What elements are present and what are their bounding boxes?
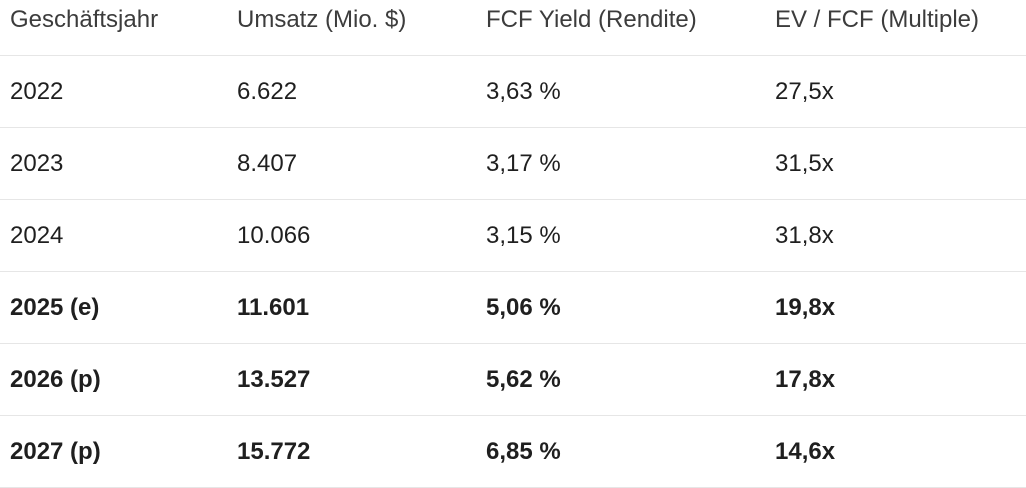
table-cell: 31,8x <box>775 221 834 249</box>
table-cell: 2024 <box>10 221 64 249</box>
table-cell: 27,5x <box>775 77 834 105</box>
table-cell: 3,15 % <box>486 221 561 249</box>
table-cell: 10.066 <box>237 221 311 249</box>
table-cell: 15.772 <box>237 437 311 465</box>
table-row: 2027 (p) 15.772 6,85 % 14,6x <box>0 416 1026 488</box>
table-cell: 2025 (e) <box>10 293 100 321</box>
header-cell: EV / FCF (Multiple) <box>775 5 980 33</box>
header-cell: Umsatz (Mio. $) <box>237 5 407 33</box>
header-cell: FCF Yield (Rendite) <box>486 5 697 33</box>
table-cell: 17,8x <box>775 365 836 393</box>
table-cell: 2022 <box>10 77 64 105</box>
table-row: 2025 (e) 11.601 5,06 % 19,8x <box>0 272 1026 344</box>
table-cell: 2026 (p) <box>10 365 101 393</box>
table-cell: 8.407 <box>237 149 298 177</box>
table-row: 2026 (p) 13.527 5,62 % 17,8x <box>0 344 1026 416</box>
table-cell: 3,17 % <box>486 149 561 177</box>
table-cell: 6.622 <box>237 77 298 105</box>
table-cell: 31,5x <box>775 149 834 177</box>
table-cell: 2027 (p) <box>10 437 101 465</box>
table-cell: 2023 <box>10 149 64 177</box>
table-cell: 13.527 <box>237 365 311 393</box>
table-cell: 19,8x <box>775 293 836 321</box>
table-cell: 11.601 <box>237 293 310 321</box>
header-row: Geschäftsjahr Umsatz (Mio. $) FCF Yield (R… <box>0 0 1026 56</box>
table-cell: 5,06 % <box>486 293 561 321</box>
table-row: 2023 8.407 3,17 % 31,5x <box>0 128 1026 200</box>
header-cell: Geschäftsjahr <box>10 5 159 33</box>
table-cell: 3,63 % <box>486 77 561 105</box>
table-cell: 5,62 % <box>486 365 561 393</box>
table-cell: 14,6x <box>775 437 836 465</box>
table-row: 2024 10.066 3,15 % 31,8x <box>0 200 1026 272</box>
table-cell: 6,85 % <box>486 437 561 465</box>
table-row: 2022 6.622 3,63 % 27,5x <box>0 56 1026 128</box>
